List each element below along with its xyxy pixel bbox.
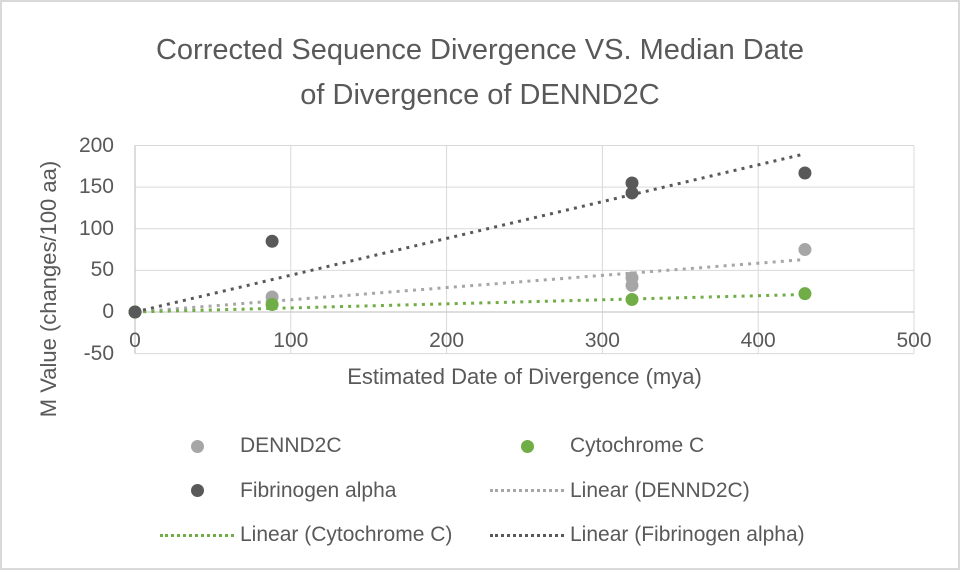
series-dot-icon [190,484,204,498]
y-axis-title: M Value (changes/100 aa) [36,160,61,418]
point-cytochrome-c [625,292,639,306]
trendline-linear-fibrinogen-alpha- [134,152,806,314]
point-dennd2c [625,271,639,285]
legend-dotted-line-icon [490,489,564,493]
legend-item: DENND2C [160,434,490,458]
x-axis-title: Estimated Date of Divergence (mya) [347,364,702,389]
y-tick-label: -50 [83,341,114,365]
legend-label: Linear (DENND2C) [570,478,750,502]
legend-dotted-line-icon [490,533,564,537]
point-cytochrome-c [265,297,279,311]
legend-label: Fibrinogen alpha [240,478,397,502]
x-tick-label: 500 [896,329,932,352]
series-dot-icon [520,439,534,453]
y-tick-label: 100 [78,216,114,240]
y-tick-label: 200 [78,133,114,157]
legend-item: Cytochrome C [490,434,805,458]
legend-label: Linear (Cytochrome C) [240,523,453,547]
x-tick-label: 300 [584,329,620,352]
legend: DENND2C Cytochrome C Fibrinogen alpha Linea… [160,424,805,558]
legend-item: Linear (Fibrinogen alpha) [490,523,805,547]
legend-dotted-line-icon [160,533,234,537]
x-tick-label: 400 [740,329,776,352]
legend-dot-icon [490,439,564,453]
chart-title: Corrected Sequence Divergence VS. Median… [2,28,958,118]
trendline-dash-icon [490,533,564,537]
point-fibrinogen-alpha [265,234,279,248]
point-cytochrome-c [798,287,812,301]
legend-label: Linear (Fibrinogen alpha) [570,523,805,547]
trendline-dash-icon [490,489,564,493]
point-fibrinogen-alpha [798,166,812,180]
trendline-linear-cytochrome-c- [134,293,805,314]
trendline-linear-dennd2c- [134,258,806,314]
y-tick-label: 150 [78,175,114,199]
legend-dot-icon [160,484,234,498]
chart-title-line-2: of Divergence of DENND2C [300,79,660,111]
x-tick-label: 0 [129,329,141,352]
point-dennd2c [798,243,812,257]
x-tick-label: 200 [429,329,465,352]
point-fibrinogen-alpha [625,176,639,190]
y-tick-label: 0 [102,299,114,323]
chart-title-line-1: Corrected Sequence Divergence VS. Median… [155,34,805,66]
legend-label: DENND2C [240,434,342,458]
point-fibrinogen-alpha [128,305,142,319]
legend-item: Fibrinogen alpha [160,479,490,503]
legend-item: Linear (DENND2C) [490,479,805,503]
x-tick-label: 100 [273,329,309,352]
legend-item: Linear (Cytochrome C) [160,523,490,547]
trendline-dash-icon [160,533,234,537]
point-fibrinogen-alpha [625,186,639,200]
series-dot-icon [190,439,204,453]
legend-dot-icon [160,439,234,453]
y-tick-label: 50 [90,258,114,282]
legend-label: Cytochrome C [570,434,705,458]
